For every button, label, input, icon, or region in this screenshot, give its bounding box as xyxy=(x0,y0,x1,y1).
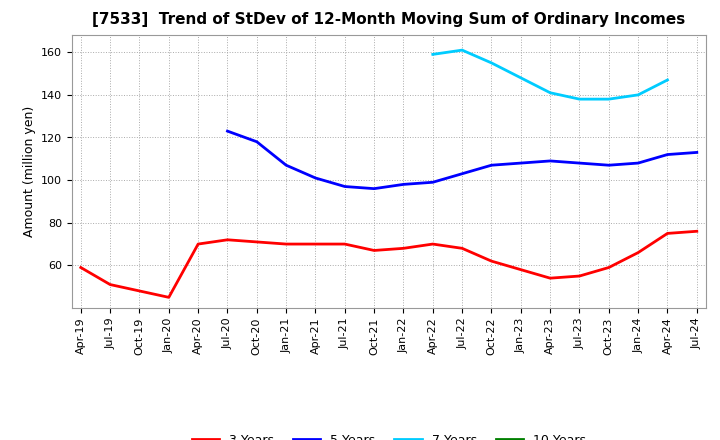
Title: [7533]  Trend of StDev of 12-Month Moving Sum of Ordinary Incomes: [7533] Trend of StDev of 12-Month Moving… xyxy=(92,12,685,27)
Y-axis label: Amount (million yen): Amount (million yen) xyxy=(22,106,35,237)
Legend: 3 Years, 5 Years, 7 Years, 10 Years: 3 Years, 5 Years, 7 Years, 10 Years xyxy=(186,429,591,440)
